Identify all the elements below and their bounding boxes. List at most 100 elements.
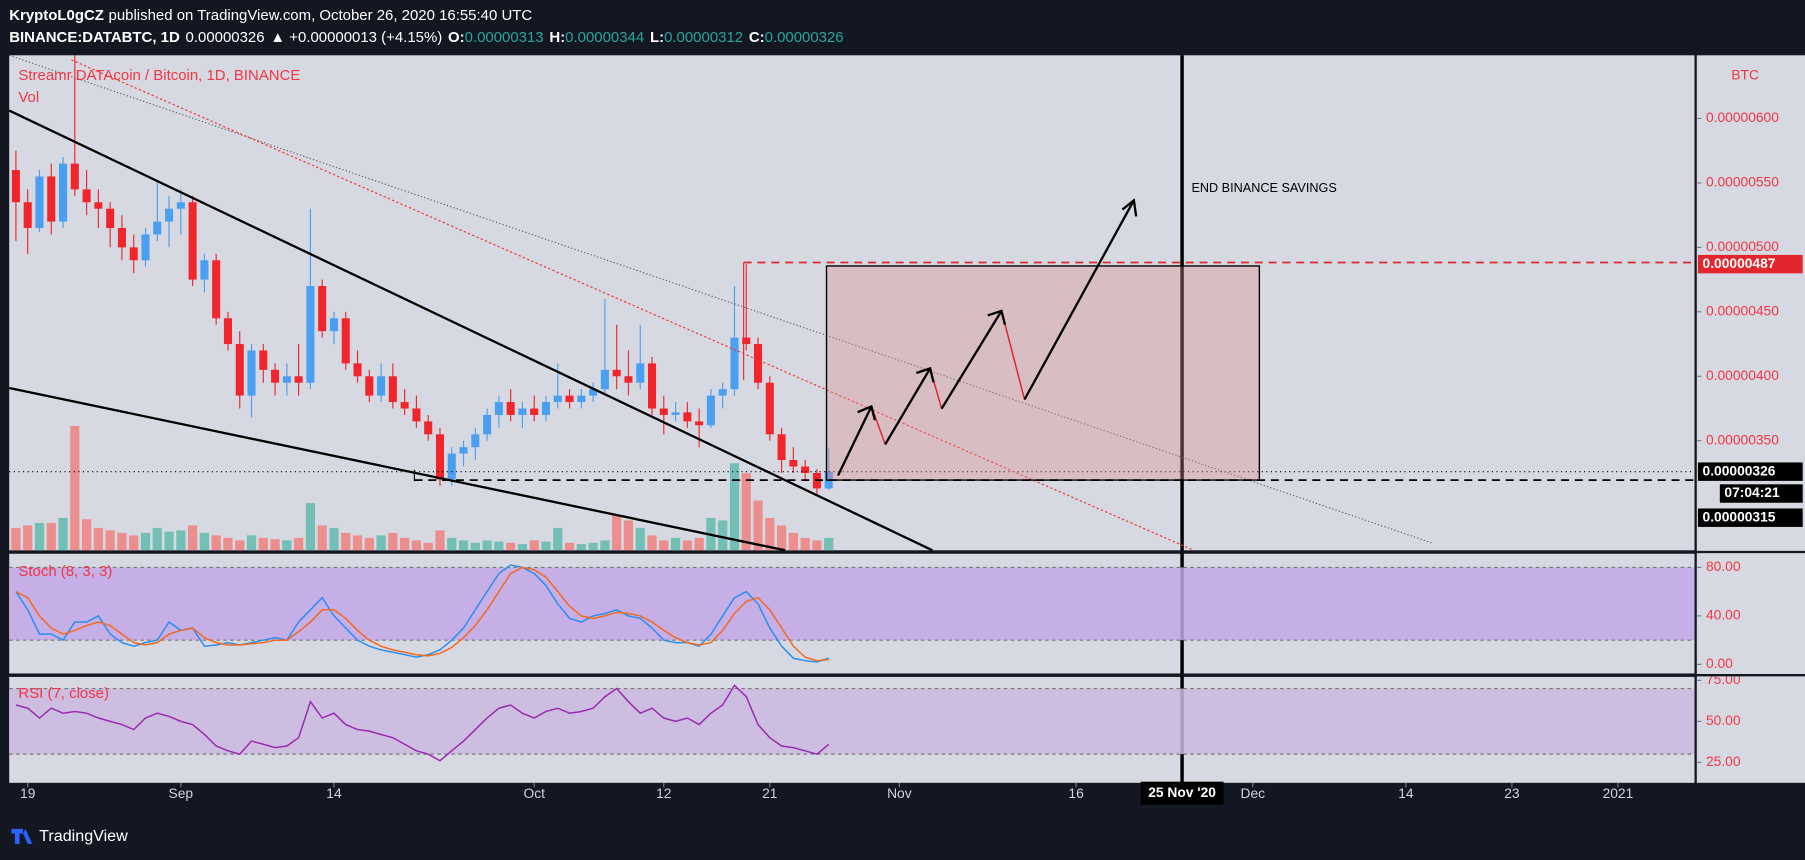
x-tick-label: Oct <box>523 785 545 801</box>
y-tick-label: 75.00 <box>1706 671 1741 687</box>
volume-bar <box>258 537 268 551</box>
candle-body <box>188 202 197 280</box>
candle-body <box>223 318 232 345</box>
volume-bar <box>482 540 492 551</box>
publish-line: KryptoL0gCZ published on TradingView.com,… <box>9 7 532 24</box>
annotation: END BINANCE SAVINGS <box>1191 181 1336 195</box>
candle-body <box>518 408 527 415</box>
date-marker-box <box>1140 781 1224 805</box>
volume-bar <box>588 542 598 551</box>
y-tick-label: 80.00 <box>1706 558 1741 574</box>
candle-body <box>306 286 315 383</box>
candle-body <box>318 286 327 332</box>
candle-body <box>247 350 256 396</box>
ohlc-label: O: <box>448 29 465 46</box>
price-label-box <box>1697 508 1803 527</box>
volume-bar <box>93 527 103 551</box>
volume-bar <box>635 527 645 551</box>
candle-body <box>447 453 456 480</box>
candle-body <box>494 402 503 415</box>
y-tick-label: 0.00000600 <box>1706 109 1779 125</box>
volume-bar <box>270 539 280 551</box>
trend-line <box>8 386 786 552</box>
y-tick-label: 0.00000550 <box>1706 174 1779 190</box>
indicator-line <box>15 684 830 762</box>
volume-bar <box>411 540 422 551</box>
candle-body <box>777 434 786 461</box>
candle-body <box>765 382 774 435</box>
volume-bar <box>612 515 622 551</box>
candle-body <box>106 208 115 229</box>
candle-body <box>647 363 657 409</box>
candle-body <box>730 337 739 390</box>
candle-body <box>235 344 244 396</box>
ohlc-value: 0.00000313 <box>465 29 544 46</box>
x-tick-label: 16 <box>1068 785 1084 801</box>
candle-body <box>365 376 374 396</box>
candle-body <box>801 466 810 473</box>
price-label: 0.00000326 <box>1703 462 1776 478</box>
volume-bar <box>376 535 386 551</box>
volume-bar <box>223 537 233 551</box>
volume-bar <box>765 517 775 551</box>
volume-bar <box>576 544 586 551</box>
volume-bar <box>776 525 787 551</box>
candle-body <box>212 260 221 319</box>
y-tick-label: 0.00 <box>1706 655 1733 671</box>
x-tick-label: 21 <box>762 785 777 801</box>
volume-bar <box>470 542 480 551</box>
ohlc-value: 0.00000312 <box>664 29 743 46</box>
candle-body <box>400 402 409 409</box>
volume-bar <box>788 532 798 551</box>
volume-bar <box>352 535 363 551</box>
candle-body <box>435 434 445 480</box>
x-tick-label: 14 <box>326 785 342 801</box>
candle-body <box>282 376 291 383</box>
volume-bar <box>341 532 351 551</box>
x-tick-label: 23 <box>1504 785 1520 801</box>
indicator-line <box>15 566 829 662</box>
candle-body <box>165 208 174 222</box>
arrow-head <box>1121 198 1138 217</box>
price-label-box <box>1697 254 1803 274</box>
candle-body <box>141 234 150 261</box>
volume-bar <box>105 530 115 551</box>
volume-bar <box>812 540 822 551</box>
path-arrow <box>836 405 873 476</box>
volume-bar <box>211 535 221 551</box>
volume-bar <box>600 540 610 551</box>
ohlc-value: 0.00000326 <box>765 29 844 46</box>
volume-bar <box>564 542 575 551</box>
candle-body <box>506 402 515 415</box>
volume-bar <box>235 540 245 551</box>
volume-bar <box>81 519 92 551</box>
path-arrow <box>1000 310 1026 400</box>
candle-body <box>541 402 551 415</box>
x-tick-label: 14 <box>1398 785 1414 801</box>
volume-bar <box>718 520 728 551</box>
volume-bar <box>741 473 751 551</box>
candle-body <box>294 376 303 383</box>
author: KryptoL0gCZ <box>9 7 104 24</box>
volume-bar <box>553 527 563 551</box>
volume-bar <box>23 525 33 551</box>
volume-bar <box>435 530 445 551</box>
arrow-head <box>857 404 876 421</box>
dotted-trend <box>71 59 1194 551</box>
price-label: 07:04:21 <box>1724 484 1780 500</box>
candle-body <box>565 395 574 403</box>
volume-bar <box>34 522 45 551</box>
candle-body <box>94 202 103 209</box>
volume-bar <box>623 520 634 551</box>
candle-body <box>612 369 621 377</box>
dotted-trend <box>9 54 1434 544</box>
y-tick-label: 0.00000400 <box>1706 367 1779 383</box>
x-tick-label: Nov <box>887 785 912 801</box>
volume-bar <box>753 500 763 551</box>
candle-body <box>424 421 433 435</box>
y-tick-label: 0.00000500 <box>1706 238 1779 254</box>
path-arrow <box>1023 199 1135 401</box>
y-tick-label: 25.00 <box>1706 753 1741 769</box>
